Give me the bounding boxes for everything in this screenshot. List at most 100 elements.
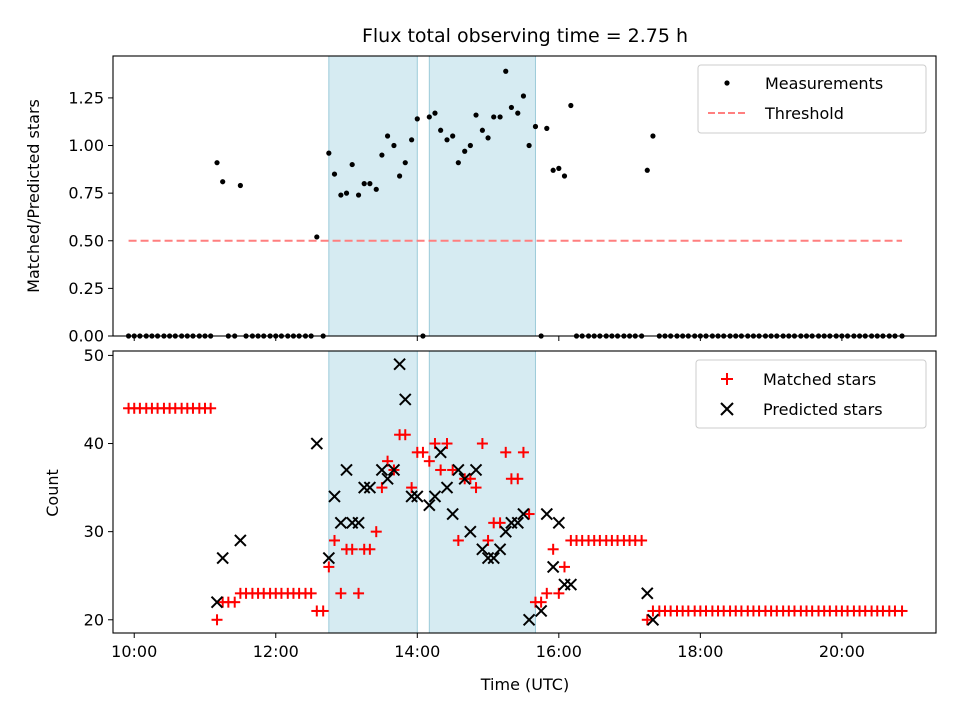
measurement-point <box>532 123 539 130</box>
measurement-point <box>508 104 515 111</box>
y-tick-label: 0.50 <box>68 231 104 250</box>
matched-star-point <box>500 446 512 458</box>
y-tick-label: 1.00 <box>68 136 104 155</box>
predicted-star-point <box>499 525 512 538</box>
y-tick-label: 20 <box>84 610 104 629</box>
matched-star-point <box>423 455 435 467</box>
predicted-star-point <box>393 358 406 371</box>
x-tick-label: 20:00 <box>819 642 865 661</box>
matched-star-point <box>896 605 908 617</box>
measurement-point <box>479 127 485 133</box>
y-tick-label: 1.25 <box>68 88 104 107</box>
measurement-point <box>568 102 574 109</box>
predicted-star-point <box>476 543 489 556</box>
measurement-point <box>467 142 473 149</box>
matched-star-point <box>517 446 529 458</box>
matched-star-point <box>441 438 453 450</box>
shaded-band <box>428 350 536 634</box>
matched-star-point <box>541 587 553 599</box>
matched-star-point <box>636 534 648 546</box>
matched-star-point <box>547 543 559 555</box>
measurement-point <box>373 186 379 192</box>
matched-star-point <box>323 561 335 573</box>
measurement-point <box>491 114 497 120</box>
measurement-point <box>462 148 468 154</box>
y-tick-label: 0.75 <box>68 184 104 203</box>
measurement-point <box>349 161 355 168</box>
measurement-point <box>409 137 415 143</box>
predicted-star-point <box>522 613 536 626</box>
predicted-star-point <box>464 525 477 538</box>
measurement-point <box>391 142 397 149</box>
predicted-star-point <box>517 507 530 521</box>
matched-star-point <box>205 402 217 414</box>
predicted-star-point <box>405 490 418 503</box>
y-tick-label: 0.25 <box>68 279 104 298</box>
predicted-star-point <box>381 472 394 485</box>
legend-matched-label: Matched stars <box>763 370 876 389</box>
measurement-point <box>644 167 650 173</box>
measurement-point <box>561 173 568 179</box>
predicted-star-point <box>641 587 654 600</box>
matched-star-point <box>435 464 447 476</box>
measurement-point <box>444 137 450 143</box>
matched-star-point <box>535 596 547 608</box>
predicted-star-point <box>352 516 365 530</box>
matched-star-points <box>123 402 908 626</box>
predicted-star-point <box>310 437 324 450</box>
matched-star-point <box>641 614 653 626</box>
top-plot-frame <box>112 55 937 337</box>
legend-measurements-marker <box>724 80 730 86</box>
top-y-axis-label: Matched/Predicted stars <box>24 99 43 293</box>
bottom-plot-frame <box>112 350 937 634</box>
predicted-star-point <box>540 507 553 521</box>
measurement-point <box>220 179 226 185</box>
measurement-point <box>384 133 391 139</box>
matched-star-point <box>370 526 382 538</box>
matched-star-point <box>558 561 570 573</box>
measurement-point <box>314 234 320 240</box>
predicted-star-point <box>328 490 341 503</box>
measurement-point <box>331 171 338 177</box>
matched-star-point <box>523 508 535 520</box>
predicted-star-point <box>493 543 507 556</box>
measurement-point <box>326 150 332 156</box>
matched-star-point <box>346 543 358 555</box>
measurement-point <box>503 68 509 74</box>
predicted-star-point <box>440 481 454 494</box>
measurement-point <box>473 112 479 118</box>
predicted-star-point <box>469 463 483 477</box>
measurement-point <box>450 133 456 139</box>
measurement-point <box>396 173 403 179</box>
y-tick-label: 40 <box>84 434 104 453</box>
chart-title: Flux total observing time = 2.75 h <box>362 25 688 47</box>
matched-star-point <box>211 614 223 626</box>
measurement-point <box>438 127 444 133</box>
legend-predicted-label: Predicted stars <box>763 400 883 419</box>
bottom-x-axis: 10:00 12:00 14:00 16:00 18:00 20:00 <box>111 633 865 661</box>
predicted-star-point <box>358 481 371 494</box>
shaded-band <box>428 55 536 337</box>
measurement-point <box>379 152 385 158</box>
predicted-star-point <box>210 595 224 609</box>
legend-measurements-label: Measurements <box>765 74 883 93</box>
legend-predicted-marker <box>720 402 734 416</box>
legend-matched-marker <box>721 373 733 385</box>
measurement-point <box>515 110 521 116</box>
predicted-star-point <box>434 446 447 459</box>
legend-threshold-label: Threshold <box>764 104 844 123</box>
predicted-star-point <box>399 393 412 406</box>
top-legend-box <box>697 64 927 134</box>
predicted-star-point <box>534 604 548 618</box>
predicted-star-point <box>452 463 465 477</box>
bottom-legend-box <box>695 359 927 429</box>
predicted-star-point <box>340 463 353 477</box>
bottom-x-axis-label: Time (UTC) <box>480 675 569 694</box>
top-shaded-bands <box>328 55 536 337</box>
matched-star-point <box>512 473 524 485</box>
matched-star-point <box>476 438 488 450</box>
measurement-point <box>526 142 532 149</box>
y-tick-label: 30 <box>84 522 104 541</box>
bottom-legend: Matched stars Predicted stars <box>695 359 927 429</box>
matched-star-point <box>452 534 464 546</box>
